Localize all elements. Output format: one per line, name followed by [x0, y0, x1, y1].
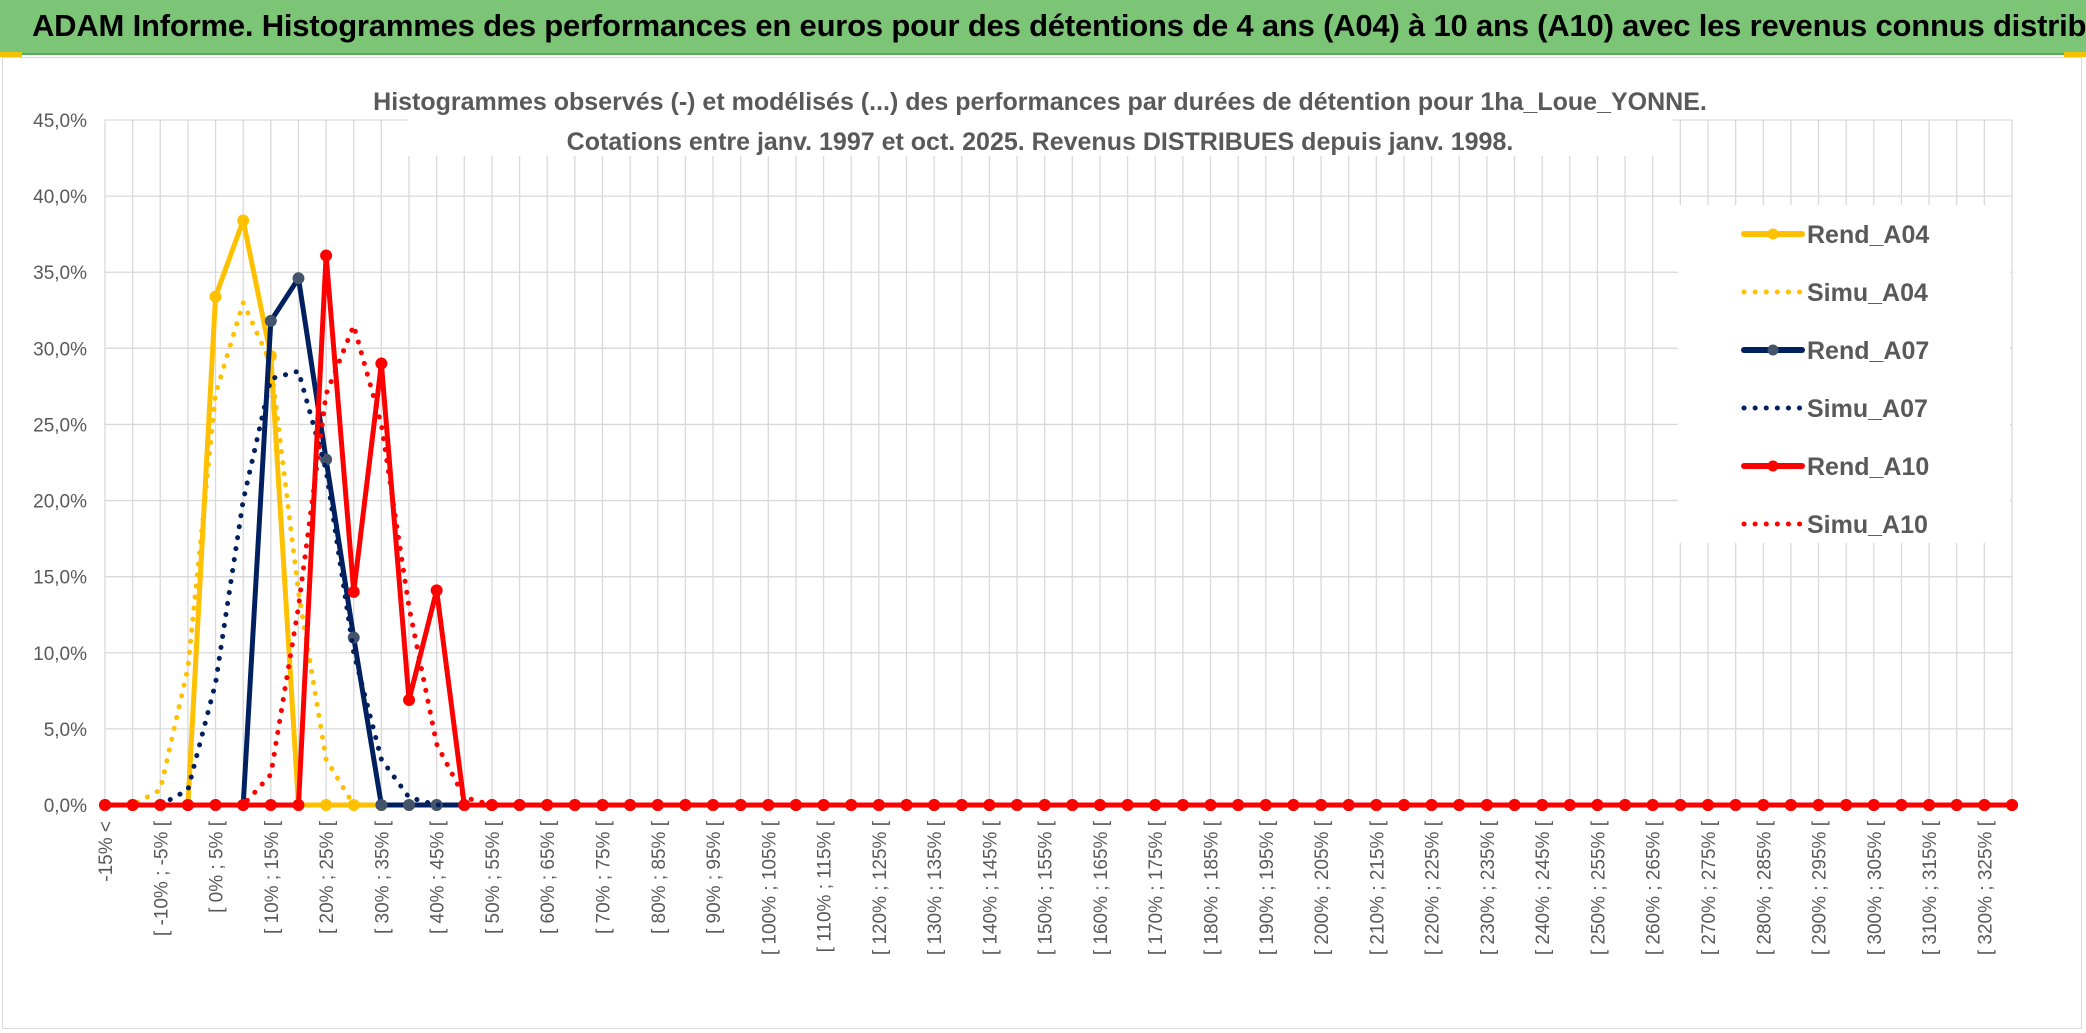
x-tick-label: [ 30% ; 35% [ [372, 820, 393, 934]
y-tick-label: 0,0% [44, 796, 87, 817]
header-bar: ADAM Informe. Histogrammes des performan… [0, 0, 2086, 55]
x-tick-label: [ 120% ; 125% [ [870, 820, 891, 955]
x-tick-label: [ 20% ; 25% [ [317, 820, 338, 934]
data-point-rend-a10 [375, 357, 388, 370]
legend-label-rend-a04: Rend_A04 [1807, 221, 1929, 249]
legend-marker-rend-a10 [1767, 460, 1779, 472]
x-tick-label: [ 80% ; 85% [ [649, 820, 670, 934]
x-tick-label: [ 170% ; 175% [ [1146, 820, 1167, 955]
data-point-rend-a10 [320, 249, 333, 262]
data-point-rend-a04 [320, 799, 333, 811]
legend-marker-rend-a07 [1767, 344, 1779, 356]
x-tick-label: [ 60% ; 65% [ [538, 820, 559, 934]
report-title: ADAM Informe. Histogrammes des performan… [32, 8, 2086, 43]
y-tick-label: 45,0% [33, 111, 87, 132]
x-tick-label: [ 290% ; 295% [ [1810, 820, 1831, 955]
data-point-rend-a10 [292, 799, 305, 811]
series-layer [99, 214, 2018, 811]
data-point-rend-a10 [347, 585, 360, 598]
x-tick-label: [ 200% ; 205% [ [1312, 820, 1333, 955]
x-tick-label: [ 320% ; 325% [ [1975, 820, 1996, 955]
y-tick-label: 5,0% [44, 720, 87, 741]
x-tick-label: [ 160% ; 165% [ [1091, 820, 1112, 955]
y-tick-label: 10,0% [33, 644, 87, 665]
x-tick-label: [ 210% ; 215% [ [1367, 820, 1388, 955]
data-point-rend-a10 [955, 799, 968, 811]
data-point-rend-a10 [430, 584, 443, 597]
title-layer: Histogrammes observés (-) et modélisés (… [373, 80, 1707, 156]
data-point-rend-a10 [403, 693, 416, 706]
data-point-rend-a07 [292, 272, 305, 285]
legend-label-rend-a07: Rend_A07 [1807, 337, 1929, 365]
x-tick-label: [ 110% ; 115% [ [815, 820, 836, 952]
chart-subtitle: Cotations entre janv. 1997 et oct. 2025.… [567, 128, 1514, 156]
x-tick-label: [ -10% ; -5% [ [151, 820, 172, 936]
corner-accent-right [2064, 52, 2086, 57]
x-tick-label: [ 10% ; 15% [ [262, 820, 283, 934]
x-tick-label: [ 70% ; 75% [ [593, 820, 614, 934]
x-tick-label: -15% < [96, 821, 117, 882]
legend-label-simu-a10: Simu_A10 [1807, 511, 1928, 539]
x-tick-label: [ 150% ; 155% [ [1036, 820, 1057, 955]
data-point-rend-a10 [264, 799, 277, 811]
x-tick-label: [ 270% ; 275% [ [1699, 820, 1720, 955]
data-point-rend-a07 [375, 799, 388, 811]
x-tick-label: [ 240% ; 245% [ [1533, 820, 1554, 955]
y-tick-label: 15,0% [33, 568, 87, 589]
x-tick-label: [ 140% ; 145% [ [980, 820, 1001, 955]
x-tick-label: [ 190% ; 195% [ [1257, 820, 1278, 955]
x-tick-label: [ 40% ; 45% [ [428, 820, 449, 934]
legend: Rend_A04 Simu_A04 Rend_A07 Simu_A07 Rend_A10… [1678, 205, 2010, 543]
data-point-rend-a10 [2006, 799, 2018, 811]
x-tick-label: [ 280% ; 285% [ [1754, 820, 1775, 955]
legend-label-simu-a04: Simu_A04 [1807, 279, 1928, 307]
y-tick-label: 20,0% [33, 492, 87, 513]
legend-label-simu-a07: Simu_A07 [1807, 395, 1928, 423]
y-tick-label: 30,0% [33, 339, 87, 360]
x-tick-label: [ 100% ; 105% [ [759, 820, 780, 955]
y-tick-label: 40,0% [33, 187, 87, 208]
data-point-rend-a10 [983, 799, 996, 811]
data-point-rend-a04 [237, 214, 250, 227]
legend-background [1678, 205, 2010, 543]
x-tick-label: [ 250% ; 255% [ [1588, 820, 1609, 955]
data-point-rend-a10 [458, 799, 471, 811]
x-tick-label: [ 220% ; 225% [ [1423, 820, 1444, 955]
x-tick-label: [ 90% ; 95% [ [704, 820, 725, 934]
legend-marker-rend-a04 [1767, 228, 1779, 240]
x-tick-label: [ 230% ; 235% [ [1478, 820, 1499, 955]
x-tick-label: [ 180% ; 185% [ [1202, 820, 1223, 955]
data-point-rend-a04 [209, 290, 222, 303]
axis-layer: 0,0% 5,0% 10,0% 15,0% 20,0% 25,0% 30,0% 35,0% 40… [33, 111, 1996, 955]
x-tick-label: [ 260% ; 265% [ [1644, 820, 1665, 955]
data-point-rend-a07 [264, 314, 277, 327]
chart-frame [2, 57, 2082, 1029]
x-tick-label: [ 0% ; 5% [ [207, 820, 228, 913]
x-tick-label: [ 50% ; 55% [ [483, 820, 504, 934]
title-background [408, 80, 1673, 156]
x-tick-label: [ 130% ; 135% [ [925, 820, 946, 955]
series-line-simu-a10 [102, 323, 2015, 808]
x-tick-label: [ 310% ; 315% [ [1920, 820, 1941, 955]
y-tick-label: 35,0% [33, 263, 87, 284]
legend-label-rend-a10: Rend_A10 [1807, 453, 1929, 481]
data-point-rend-a07 [403, 799, 416, 811]
corner-accent-left [0, 52, 22, 57]
y-tick-label: 25,0% [33, 415, 87, 436]
x-tick-label: [ 300% ; 305% [ [1865, 820, 1886, 955]
data-point-rend-a10 [1011, 799, 1024, 811]
chart-title: Histogrammes observés (-) et modélisés (… [373, 88, 1707, 116]
